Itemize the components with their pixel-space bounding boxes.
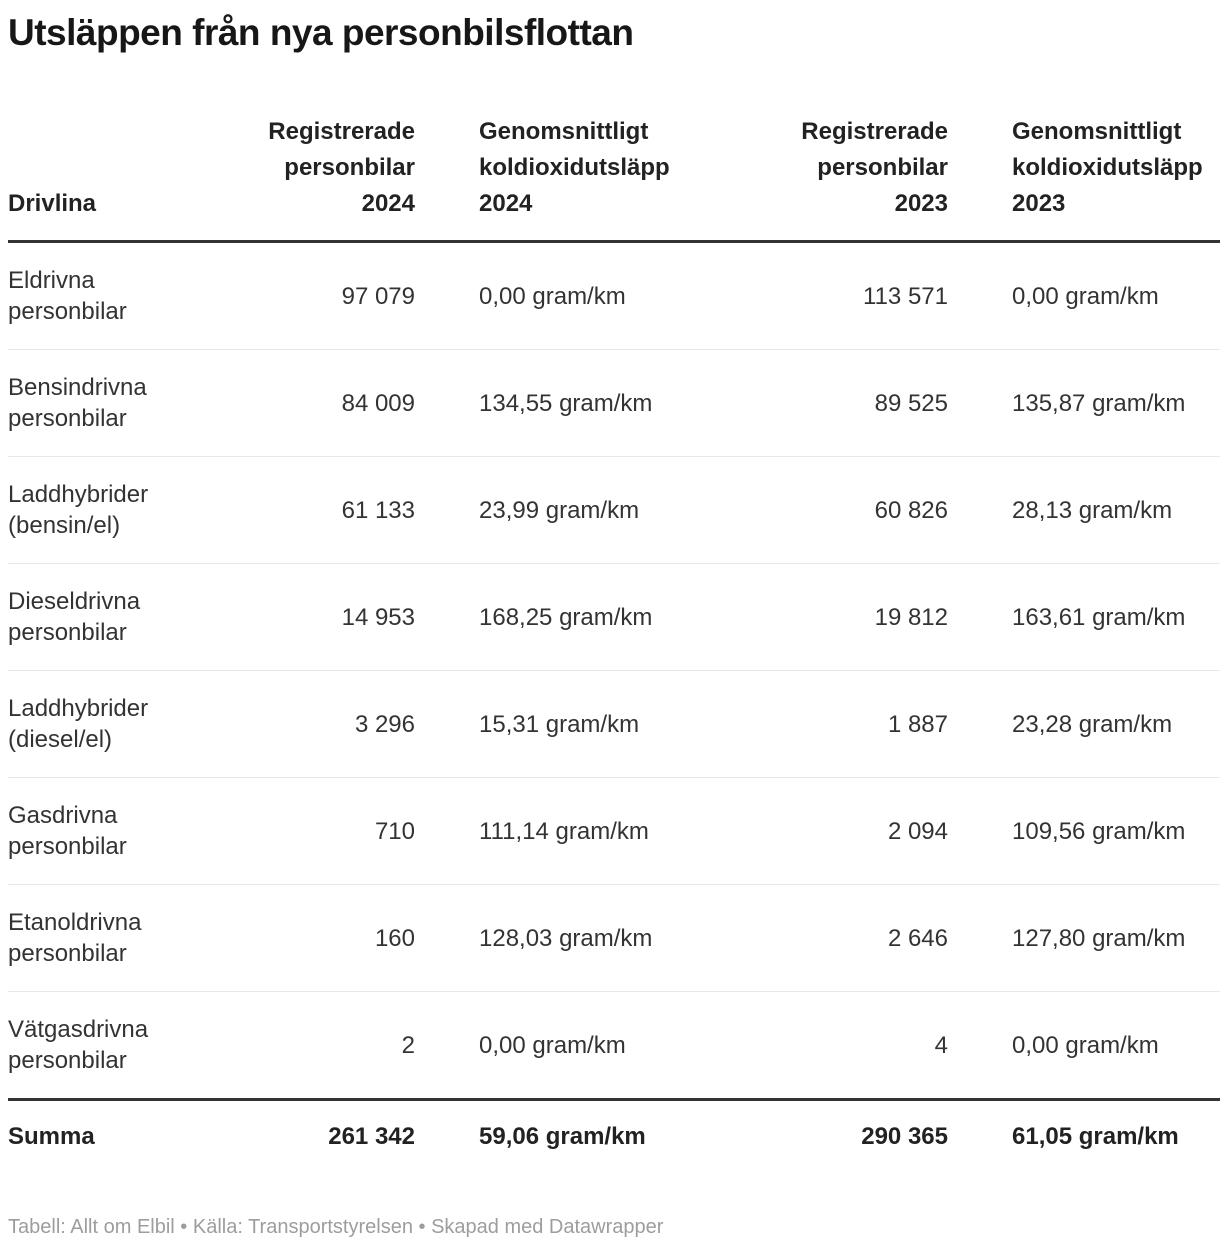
table-row-gasdrivna: Gasdrivna personbilar 710 111,14 gram/km… xyxy=(8,777,1220,885)
cell-reg-2024: 97 079 xyxy=(341,282,415,310)
column-header-koldioxid-2023: Genomsnittligt koldioxidutsläpp 2023 xyxy=(948,114,1220,243)
emissions-table: Drivlina Registrerade personbilar 2024 G… xyxy=(8,114,1220,1186)
column-header-registrerade-2024: Registrerade personbilar 2024 xyxy=(208,114,415,243)
cell-co2-2024: 15,31 gram/km xyxy=(415,670,760,778)
header-row: Drivlina Registrerade personbilar 2024 G… xyxy=(8,114,1220,243)
cell-co2-2023: 0,00 gram/km xyxy=(948,991,1220,1100)
cell-co2-2024: 111,14 gram/km xyxy=(415,777,760,885)
cell-reg-2024: 14 953 xyxy=(208,563,415,671)
cell-co2-2024: 0,00 gram/km xyxy=(415,991,760,1100)
column-header-registrerade-2023: Registrerade personbilar 2023 xyxy=(760,114,948,243)
cell-co2-2024: 134,55 gram/km xyxy=(415,349,760,457)
table-row-laddhybrider-bensin: Laddhybrider (bensin/el) 61 133 23,99 gr… xyxy=(8,456,1220,564)
cell-reg-2023: 113 571 xyxy=(863,282,948,310)
table-row-laddhybrider-diesel: Laddhybrider (diesel/el) 3 296 15,31 gra… xyxy=(8,670,1220,778)
cell-drivlina: Laddhybrider (diesel/el) xyxy=(8,670,208,778)
cell-reg-2023: 2 094 xyxy=(760,777,948,885)
cell-reg-2023: 89 525 xyxy=(760,349,948,457)
page-title: Utsläppen från nya personbilsflottan xyxy=(8,12,634,53)
cell-reg-2024: 710 xyxy=(208,777,415,885)
cell-reg-2024: 61 133 xyxy=(208,456,415,564)
cell-co2-2023: 163,61 gram/km xyxy=(948,563,1220,671)
cell-co2-2024: 168,25 gram/km xyxy=(415,563,760,671)
cell-drivlina: Eldrivna personbilar xyxy=(8,267,127,325)
cell-reg-2024: 2 xyxy=(208,991,415,1100)
summary-row: Summa 261 342 59,06 gram/km 290 365 61,0… xyxy=(8,1098,1220,1186)
table-row-eldrivna: Eldrivna personbilar 97 079 0,00 gram/km… xyxy=(8,242,1220,350)
summary-reg-2023: 290 365 xyxy=(760,1098,948,1186)
cell-co2-2023: 23,28 gram/km xyxy=(948,670,1220,778)
cell-drivlina: Laddhybrider (bensin/el) xyxy=(8,456,208,564)
summary-reg-2024: 261 342 xyxy=(208,1098,415,1186)
cell-co2-2024: 0,00 gram/km xyxy=(479,282,626,310)
page: Utsläppen från nya personbilsflottan Dri… xyxy=(0,10,1220,1240)
summary-label: Summa xyxy=(8,1098,208,1186)
cell-drivlina: Vätgasdrivna personbilar xyxy=(8,991,208,1100)
cell-co2-2023: 0,00 gram/km xyxy=(1012,282,1159,310)
cell-drivlina: Dieseldrivna personbilar xyxy=(8,563,208,671)
column-header-drivlina: Drivlina xyxy=(8,114,208,243)
table-footer: Summa 261 342 59,06 gram/km 290 365 61,0… xyxy=(8,1098,1220,1186)
cell-reg-2023: 4 xyxy=(760,991,948,1100)
cell-reg-2023: 1 887 xyxy=(760,670,948,778)
table-row-etanoldrivna: Etanoldrivna personbilar 160 128,03 gram… xyxy=(8,884,1220,992)
cell-drivlina: Gasdrivna personbilar xyxy=(8,777,208,885)
cell-co2-2024: 23,99 gram/km xyxy=(415,456,760,564)
cell-co2-2023: 28,13 gram/km xyxy=(948,456,1220,564)
summary-co2-2024: 59,06 gram/km xyxy=(415,1098,760,1186)
table-body: Eldrivna personbilar 97 079 0,00 gram/km… xyxy=(8,242,1220,1100)
cell-reg-2023: 60 826 xyxy=(760,456,948,564)
cell-co2-2023: 109,56 gram/km xyxy=(948,777,1220,885)
table-header: Drivlina Registrerade personbilar 2024 G… xyxy=(8,114,1220,243)
table-row-dieseldrivna: Dieseldrivna personbilar 14 953 168,25 g… xyxy=(8,563,1220,671)
cell-co2-2023: 127,80 gram/km xyxy=(948,884,1220,992)
attribution-text: Tabell: Allt om Elbil • Källa: Transport… xyxy=(8,1216,664,1238)
cell-drivlina: Etanoldrivna personbilar xyxy=(8,884,208,992)
table-row-bensindrivna: Bensindrivna personbilar 84 009 134,55 g… xyxy=(8,349,1220,457)
table-row-vatgasdrivna: Vätgasdrivna personbilar 2 0,00 gram/km … xyxy=(8,991,1220,1100)
cell-reg-2024: 84 009 xyxy=(208,349,415,457)
cell-co2-2023: 135,87 gram/km xyxy=(948,349,1220,457)
summary-co2-2023: 61,05 gram/km xyxy=(948,1098,1220,1186)
cell-reg-2024: 3 296 xyxy=(208,670,415,778)
cell-reg-2023: 19 812 xyxy=(760,563,948,671)
cell-reg-2023: 2 646 xyxy=(760,884,948,992)
column-header-koldioxid-2024: Genomsnittligt koldioxidutsläpp 2024 xyxy=(415,114,760,243)
cell-drivlina: Bensindrivna personbilar xyxy=(8,349,208,457)
cell-reg-2024: 160 xyxy=(208,884,415,992)
cell-co2-2024: 128,03 gram/km xyxy=(415,884,760,992)
